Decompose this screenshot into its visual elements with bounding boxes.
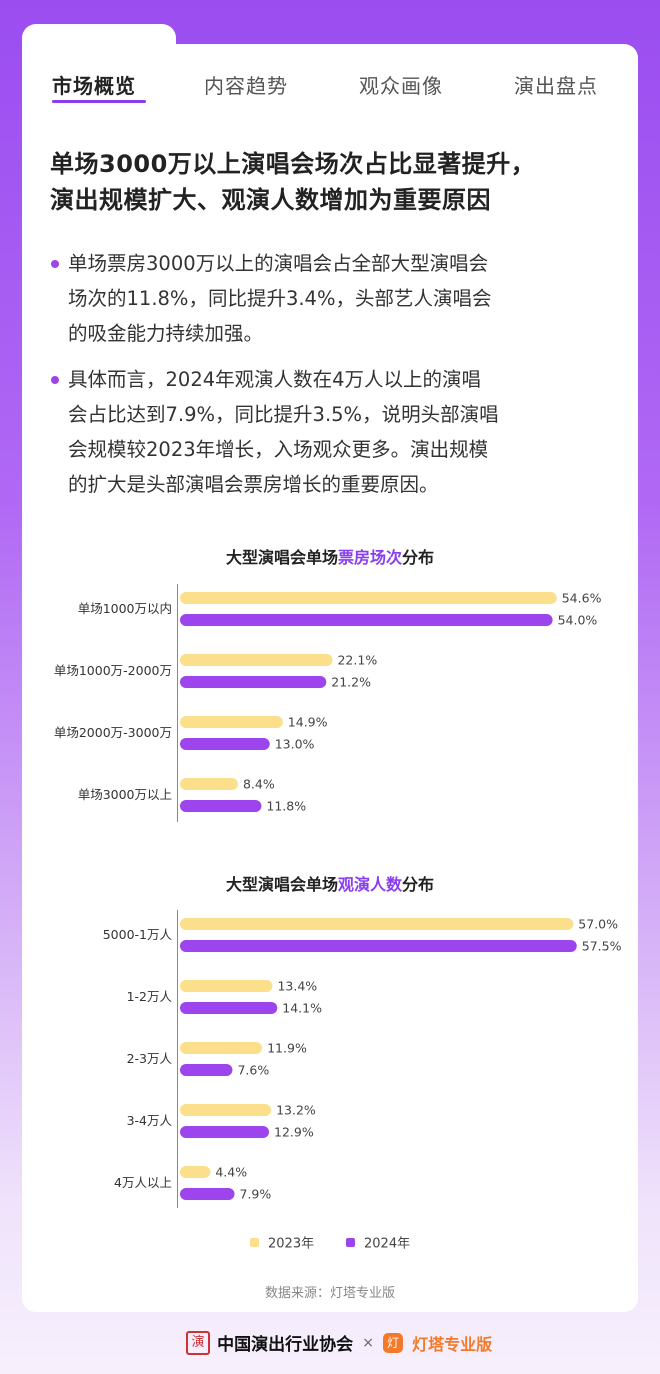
bullet-dot-icon [51, 376, 59, 384]
tab-content-trends[interactable]: 内容趋势 [204, 74, 288, 98]
bullet-2-line-3: 会规模较2023年增长，入场观众更多。演出规模 [68, 438, 489, 461]
data-source: 数据来源：灯塔专业版 [264, 1286, 395, 1301]
association-seal-icon: 演 [186, 1330, 210, 1355]
brand-separator: × [362, 1334, 374, 1351]
bullet-2-line-2: 会占比达到7.9%，同比提升3.5%，说明头部演唱 [68, 403, 499, 426]
tab-audience-profile[interactable]: 观众画像 [359, 74, 443, 98]
bullet-point-2: 具体而言，2024年观演人数在4万人以上的演唱 会占比达到7.9%，同比提升3.… [51, 362, 624, 502]
bullet-1-line-1: 单场票房3000万以上的演唱会占全部大型演唱会 [68, 252, 489, 275]
bullet-2-line-1: 具体而言，2024年观演人数在4万人以上的演唱 [68, 368, 482, 391]
headline-line-1: 单场3000万以上演唱会场次占比显著提升， [50, 150, 536, 178]
tab-bar: 市场概览 内容趋势 观众画像 演出盘点 [22, 24, 638, 108]
active-tab-indicator [52, 100, 146, 103]
bullet-2-line-4: 的扩大是头部演唱会票房增长的重要原因。 [68, 473, 439, 496]
tab-show-review[interactable]: 演出盘点 [514, 74, 598, 98]
association-name: 中国演出行业协会 [217, 1335, 354, 1355]
bullet-dot-icon [51, 260, 59, 268]
page-headline: 单场3000万以上演唱会场次占比显著提升， 演出规模扩大、观演人数增加为重要原因 [50, 146, 620, 218]
dengta-product-name: 灯塔专业版 [412, 1334, 493, 1354]
bullet-1-line-2: 场次的11.8%，同比提升3.4%，头部艺人演唱会 [68, 287, 492, 310]
dengta-logo-icon: 灯 [383, 1332, 404, 1353]
content-card [22, 44, 638, 1312]
headline-line-2: 演出规模扩大、观演人数增加为重要原因 [50, 186, 491, 214]
tab-market-overview[interactable]: 市场概览 [52, 74, 136, 98]
bullet-1-line-3: 的吸金能力持续加强。 [68, 322, 264, 345]
brand-footer: 演 中国演出行业协会 × 灯 灯塔专业版 [0, 1330, 660, 1358]
bullet-point-1: 单场票房3000万以上的演唱会占全部大型演唱会 场次的11.8%，同比提升3.4… [51, 246, 624, 351]
